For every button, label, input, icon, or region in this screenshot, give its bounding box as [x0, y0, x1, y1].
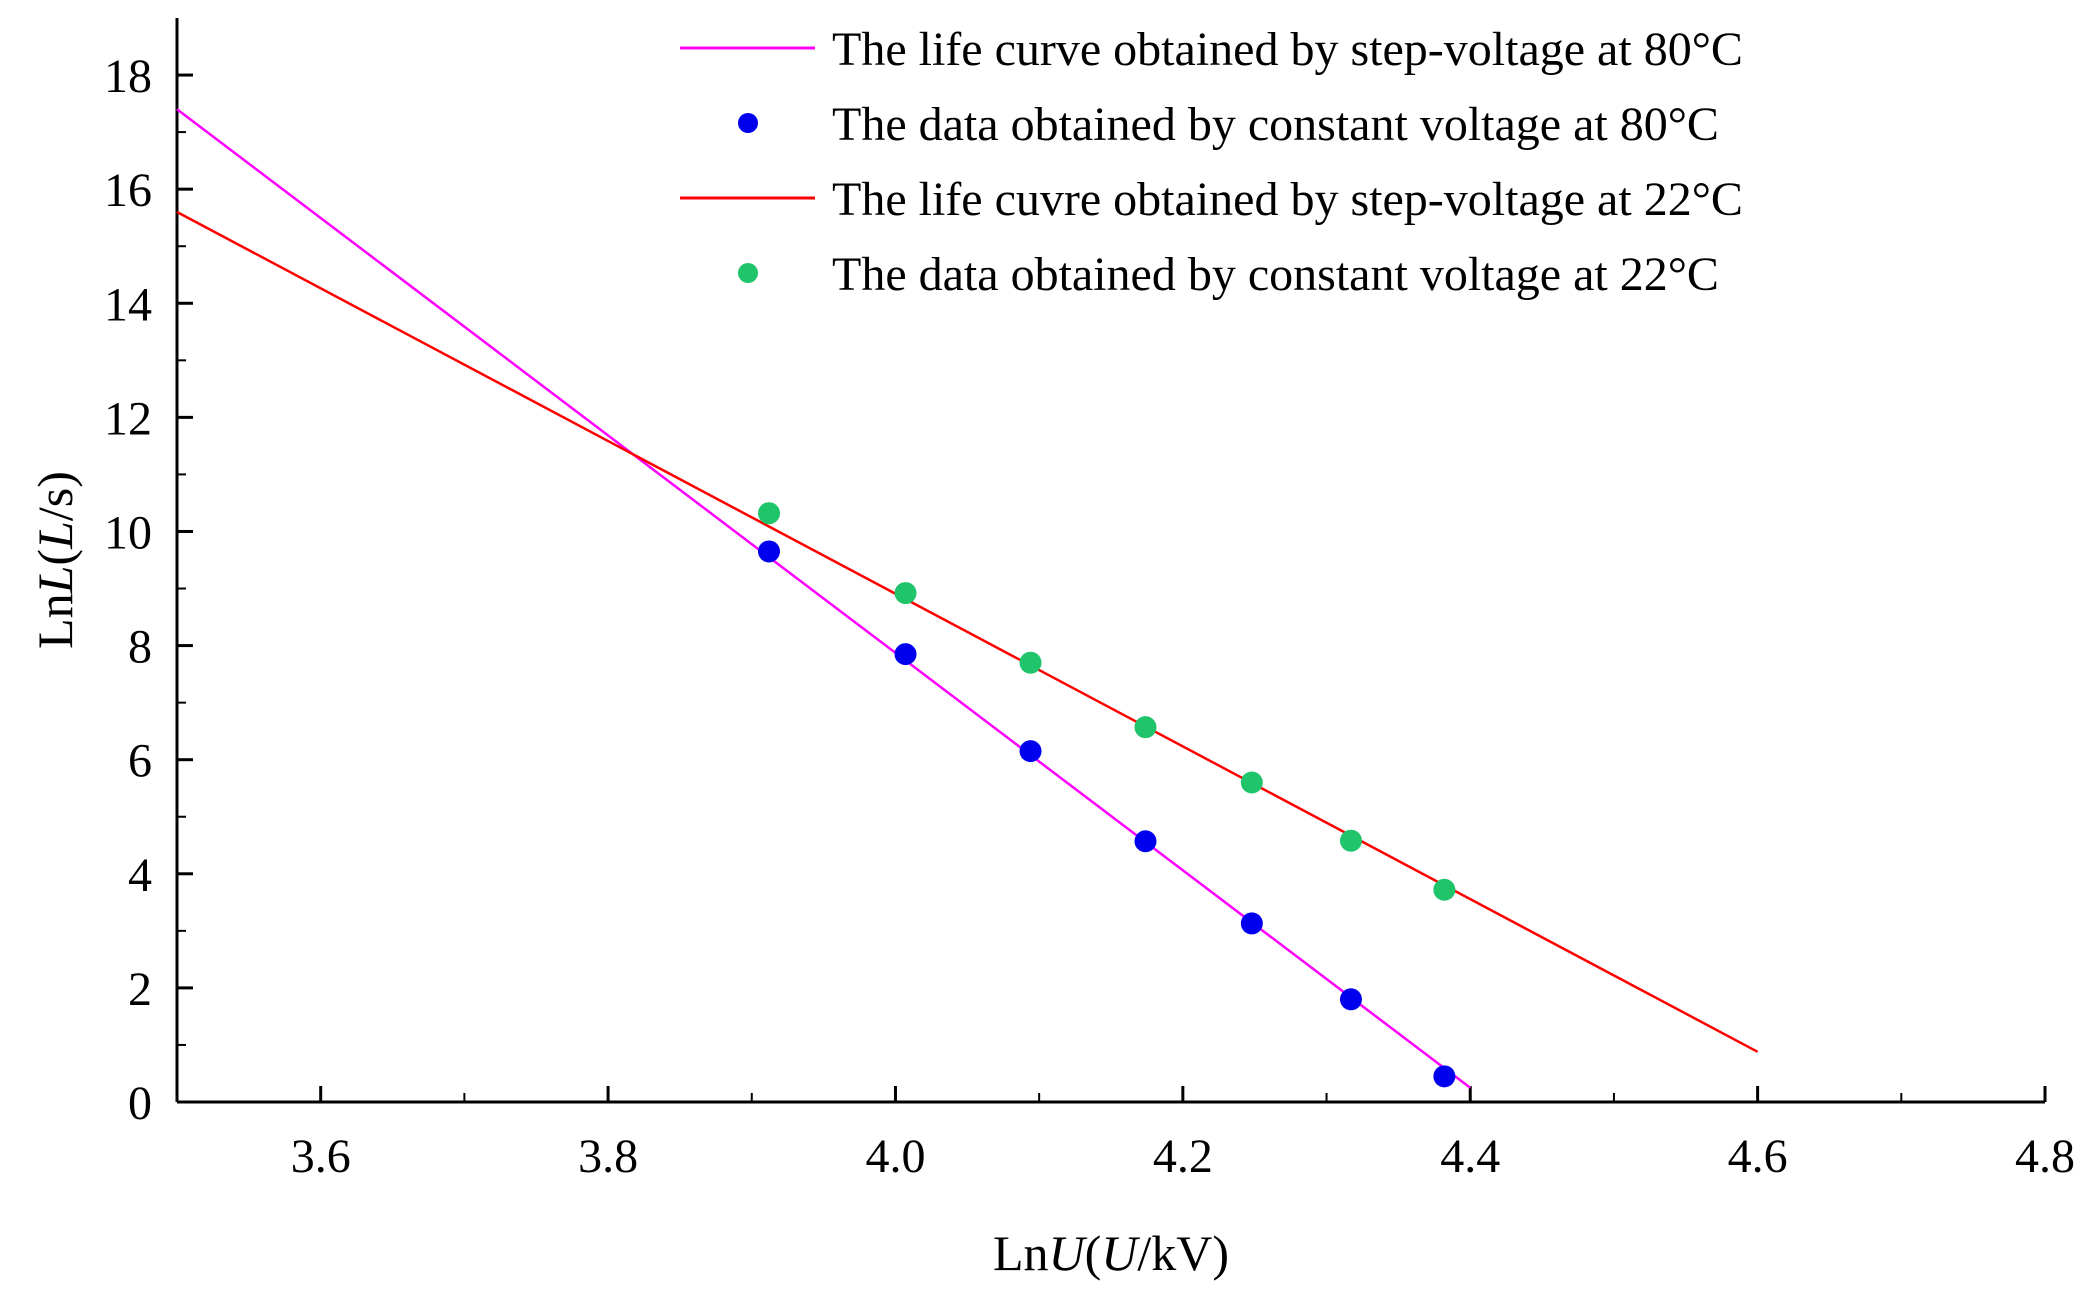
y-tick-label: 10: [104, 506, 152, 559]
legend-label: The life cuvre obtained by step-voltage …: [832, 173, 1743, 226]
data-point-series-1: [1019, 740, 1042, 763]
data-point-series-3: [894, 582, 917, 605]
legend-label: The data obtained by constant voltage at…: [832, 98, 1719, 151]
y-ticks: 0 2 4 6 8 10 12 14 16 18: [104, 50, 193, 1130]
x-axis-title: LnU(U/kV): [993, 1225, 1229, 1281]
series-line-2: [176, 210, 1759, 1053]
y-tick-label: 0: [128, 1077, 152, 1130]
data-point-series-3: [1240, 771, 1263, 794]
data-point-series-3: [1339, 829, 1362, 852]
plot-area: 3.6 3.8 4.0 4.2 4.4 4.6 4.8 0 2 4 6 8 10 12 14 16 18: [104, 18, 2075, 1183]
x-tick-label: 4.0: [865, 1130, 925, 1183]
x-tick-label: 3.8: [578, 1130, 638, 1183]
data-point-series-1: [894, 643, 917, 666]
y-axis-title: LnL(L/s): [27, 471, 83, 649]
data-point-series-3: [1019, 651, 1042, 674]
y-tick-label: 12: [104, 392, 152, 445]
y-tick-label: 4: [128, 849, 152, 902]
y-tick-label: 6: [128, 735, 152, 788]
legend: The life curve obtained by step-voltage …: [680, 23, 1743, 301]
data-point-series-1: [1339, 988, 1362, 1011]
y-tick-label: 18: [104, 50, 152, 103]
series-layer: [176, 108, 1759, 1089]
legend-point-marker: [738, 113, 758, 133]
y-tick-label: 16: [104, 164, 152, 217]
y-tick-label: 14: [104, 278, 152, 331]
data-point-series-1: [1433, 1065, 1456, 1088]
data-point-series-3: [1433, 878, 1456, 901]
data-point-series-1: [1240, 912, 1263, 935]
data-point-series-1: [1134, 830, 1157, 853]
legend-point-marker: [738, 263, 758, 283]
data-point-series-3: [758, 502, 781, 525]
x-tick-label: 4.2: [1153, 1130, 1213, 1183]
y-tick-label: 2: [128, 963, 152, 1016]
y-tick-label: 8: [128, 621, 152, 674]
legend-label: The life curve obtained by step-voltage …: [832, 23, 1743, 76]
data-point-series-3: [1134, 716, 1157, 739]
data-point-series-1: [758, 540, 781, 563]
legend-label: The data obtained by constant voltage at…: [832, 248, 1719, 301]
x-tick-label: 3.6: [291, 1130, 351, 1183]
x-tick-label: 4.6: [1728, 1130, 1788, 1183]
x-tick-label: 4.4: [1440, 1130, 1500, 1183]
x-ticks: 3.6 3.8 4.0 4.2 4.4 4.6 4.8: [291, 1086, 2075, 1183]
x-tick-label: 4.8: [2015, 1130, 2075, 1183]
